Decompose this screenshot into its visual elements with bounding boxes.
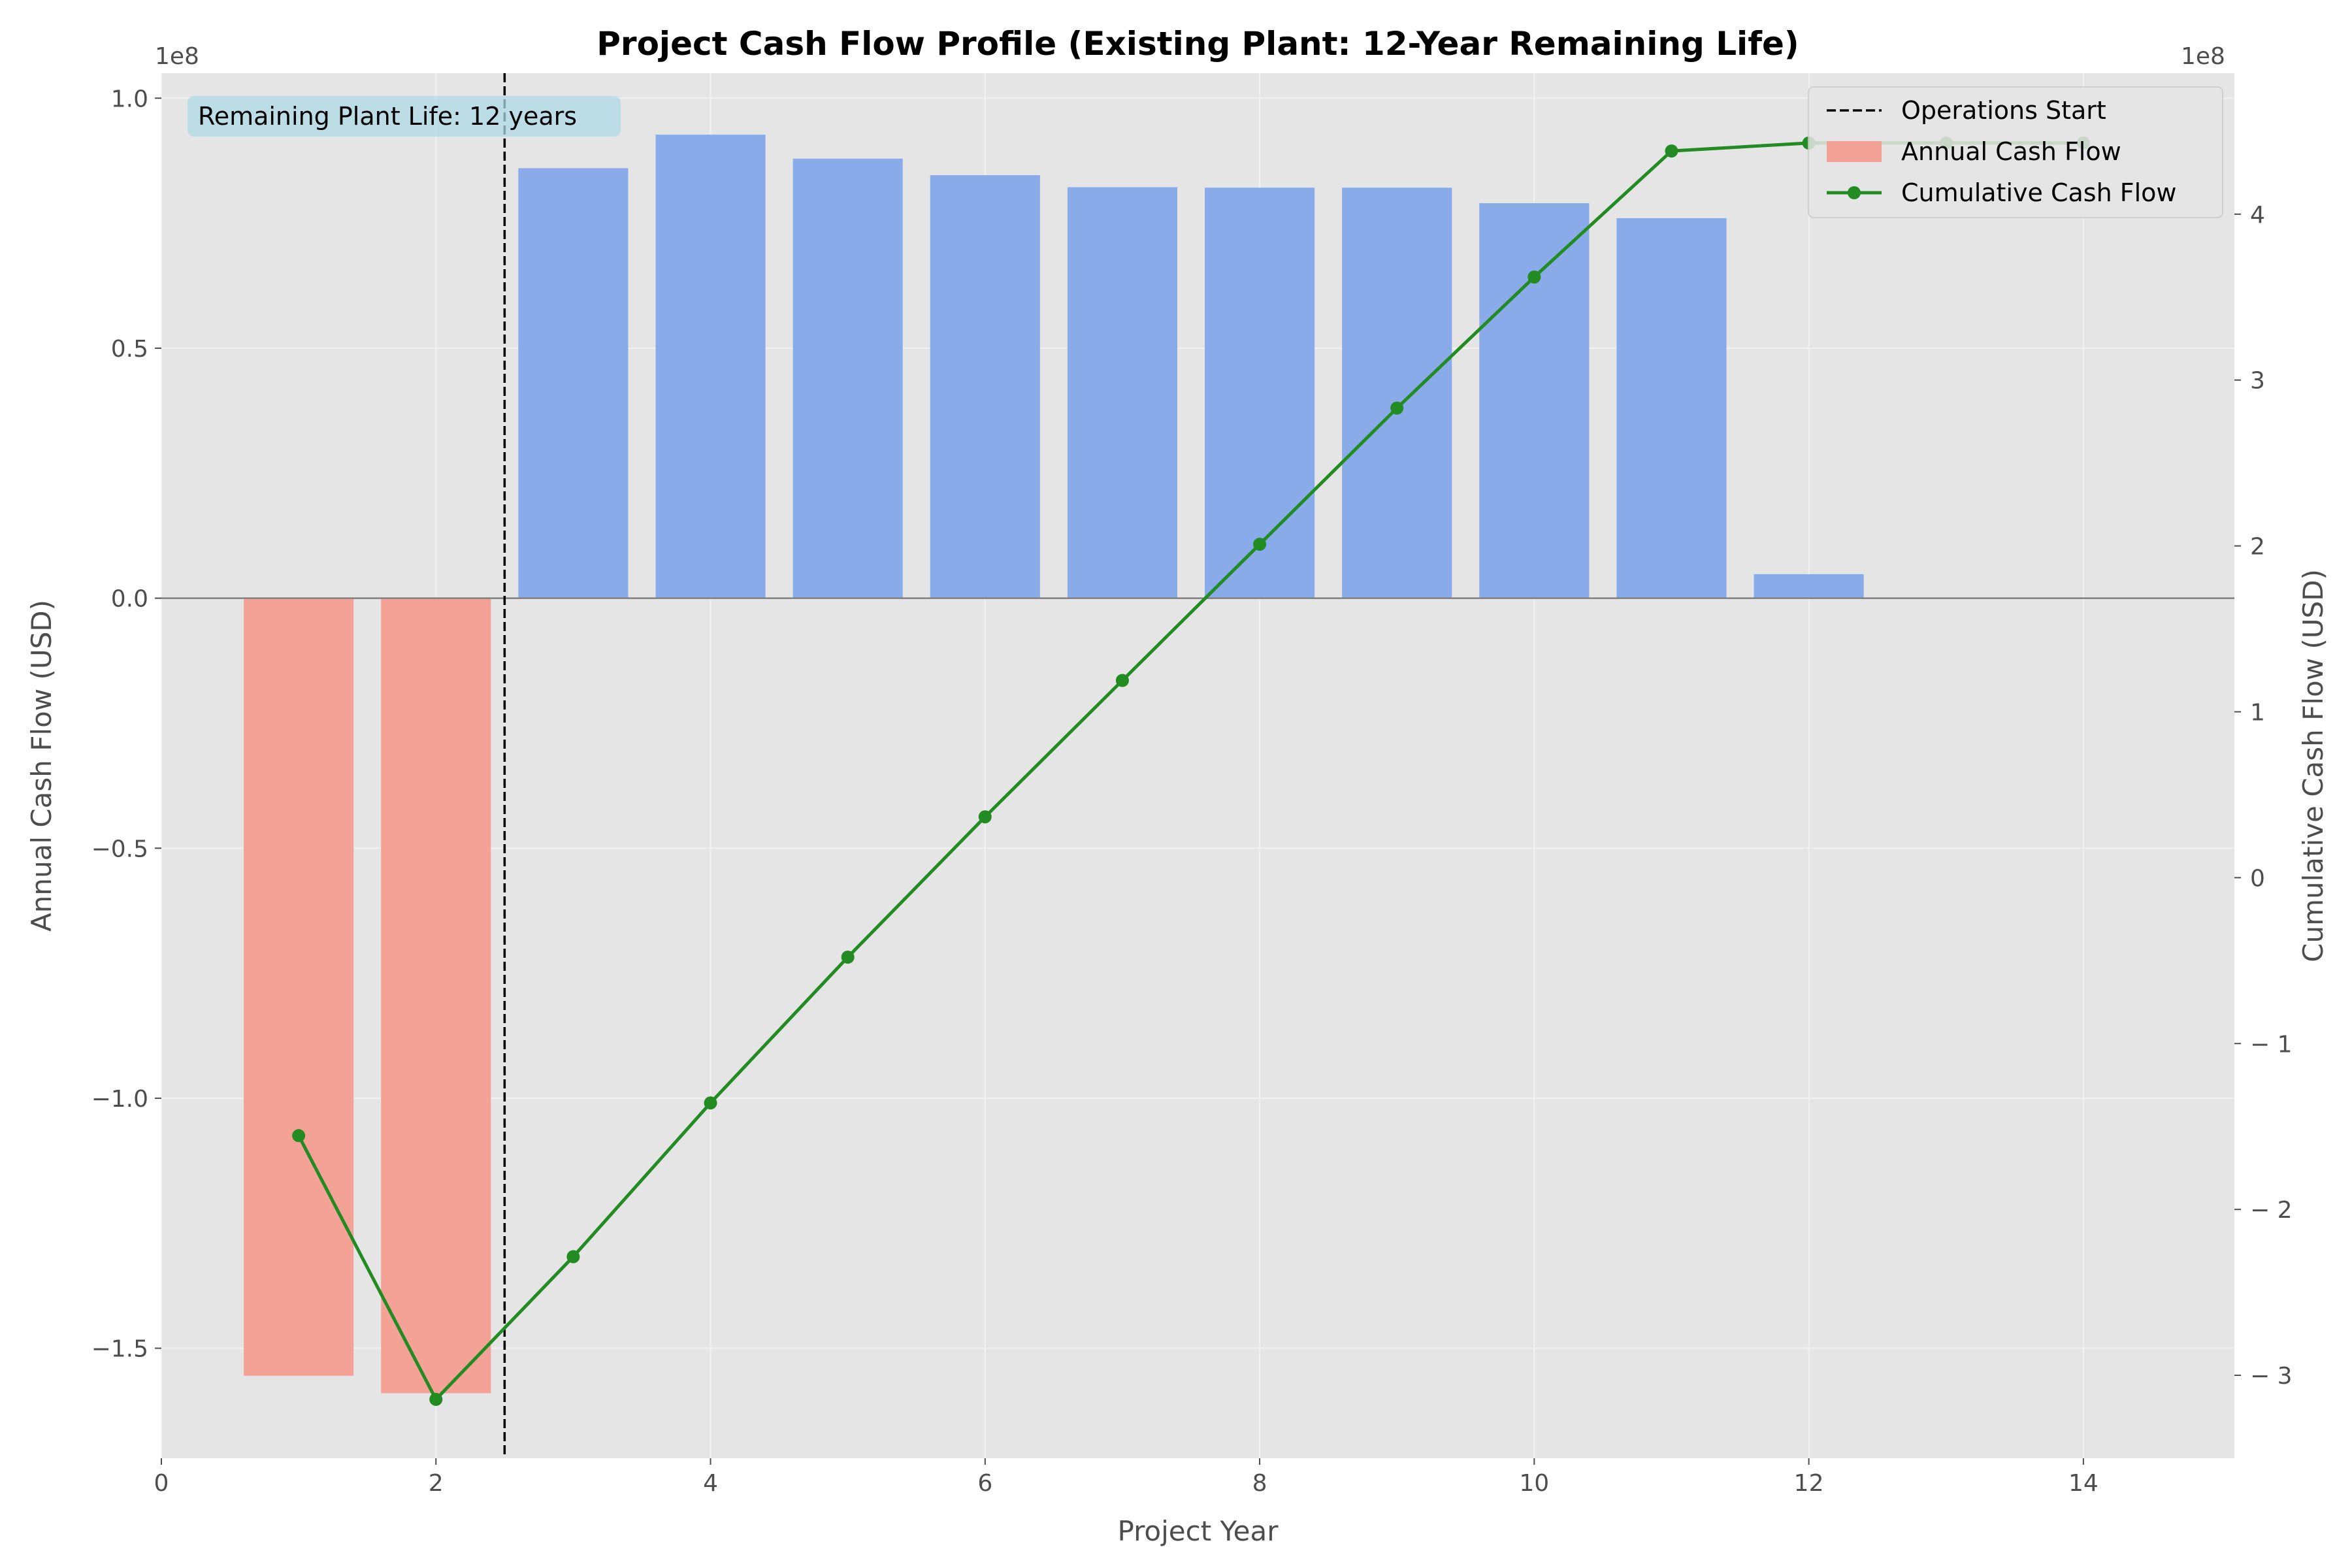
annual-cash-flow-bar [1616,218,1727,598]
x-tick-label: 14 [2068,1470,2099,1497]
annual-cash-flow-bar [381,598,491,1394]
y-right-tick-label: 0 [2250,865,2265,892]
y-right-tick-label: − 1 [2250,1031,2293,1058]
y-left-tick-label: 0.5 [111,336,148,363]
annual-cash-flow-bar [655,135,766,598]
annual-cash-flow-bar [792,158,903,598]
cumulative-cash-flow-point [292,1129,306,1143]
annotation-box [188,96,621,137]
x-tick-label: 4 [703,1470,718,1497]
cumulative-cash-flow-point [978,810,992,824]
cumulative-cash-flow-point [429,1392,443,1406]
x-tick-label: 8 [1252,1470,1267,1497]
legend-label: Annual Cash Flow [1901,137,2121,166]
y-left-tick-label: −0.5 [91,836,148,862]
y-right-tick-label: − 3 [2250,1363,2293,1390]
y-left-tick-label: 0.0 [111,586,148,613]
y-left-tick-label: 1.0 [111,86,148,112]
right-axis-multiplier: 1e8 [2181,43,2225,70]
y-axis-label-left: Annual Cash Flow (USD) [25,600,57,932]
legend-cumulative-cash-flow-marker [1848,186,1861,199]
cumulative-cash-flow-point [841,950,855,964]
x-tick-label: 10 [1519,1470,1549,1497]
annual-cash-flow-bar [244,598,354,1376]
cumulative-cash-flow-point [1253,538,1267,551]
legend-box [1808,86,2223,218]
y-right-tick-label: 2 [2250,534,2265,561]
annual-cash-flow-bar [1479,203,1590,598]
legend-annual-cash-flow-swatch [1827,141,1882,162]
y-right-tick-label: 1 [2250,699,2265,726]
annual-cash-flow-bar [930,175,1040,598]
cumulative-cash-flow-line [297,141,2083,1403]
cumulative-cash-flow-point [1390,401,1404,415]
cumulative-cash-flow-point [1115,674,1129,687]
x-tick-label: 0 [154,1470,169,1497]
y-axis-label-right: Cumulative Cash Flow (USD) [2297,569,2329,962]
plot-area [161,73,2234,1458]
cumulative-cash-flow-point [566,1250,580,1264]
x-axis-label: Project Year [1118,1515,1279,1547]
x-tick-label: 2 [429,1470,444,1497]
y-right-tick-label: 4 [2250,202,2265,229]
legend-label: Operations Start [1901,96,2106,125]
cumulative-cash-flow-point [1665,144,1678,158]
cumulative-cash-flow-point [704,1096,717,1110]
annual-cash-flow-bar [1342,188,1452,598]
annual-cash-flow-bar [1754,574,1864,598]
left-axis-multiplier: 1e8 [155,43,199,70]
y-left-tick-label: −1.0 [91,1086,148,1113]
y-right-tick-label: 3 [2250,368,2265,395]
annotation-text: Remaining Plant Life: 12 years [198,102,577,131]
annual-cash-flow-bar [1067,187,1177,598]
y-left-tick-label: −1.5 [91,1336,148,1363]
y-right-tick-label: − 2 [2250,1197,2293,1224]
x-tick-label: 6 [977,1470,992,1497]
chart-title: Project Cash Flow Profile (Existing Plan… [596,25,1799,63]
x-tick-label: 12 [1794,1470,1824,1497]
cumulative-cash-flow-point [1527,270,1541,284]
legend-label: Cumulative Cash Flow [1901,178,2177,207]
annual-cash-flow-bar [1205,188,1315,598]
annual-cash-flow-bar [518,168,629,598]
